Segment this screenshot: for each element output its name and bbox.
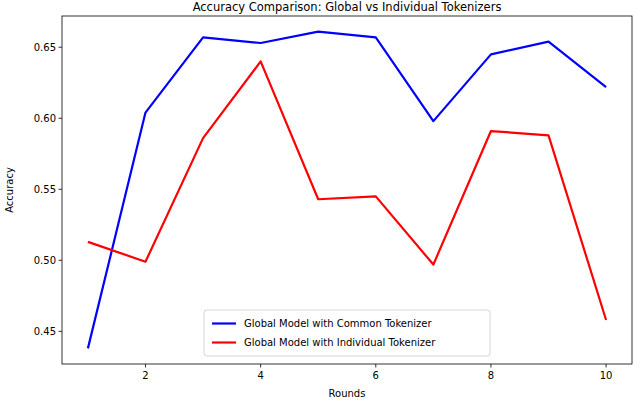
x-tick-label: 2	[142, 370, 148, 381]
series-group	[88, 32, 606, 349]
legend-label: Global Model with Individual Tokenizer	[244, 337, 436, 348]
y-tick	[59, 260, 63, 261]
x-tick-label: 10	[600, 370, 613, 381]
y-axis-label: Accuracy	[4, 167, 15, 213]
x-tick-label: 4	[257, 370, 263, 381]
x-tick	[260, 364, 261, 368]
y-tick-label: 0.55	[34, 184, 56, 195]
y-tick	[59, 331, 63, 332]
x-tick	[145, 364, 146, 368]
page: {"chart_data": {"type": "line", "title":…	[0, 0, 640, 402]
series-line	[88, 61, 606, 320]
y-tick	[59, 118, 63, 119]
plot-frame	[62, 16, 632, 364]
y-tick-label: 0.50	[34, 255, 56, 266]
legend-swatch	[212, 322, 236, 324]
legend-label: Global Model with Common Tokenizer	[244, 318, 433, 329]
y-tick-label: 0.65	[34, 42, 56, 53]
chart: Accuracy Comparison: Global vs Individua…	[0, 0, 640, 402]
x-tick	[490, 364, 491, 368]
legend-swatch	[212, 341, 236, 343]
y-tick	[59, 47, 63, 48]
legend-box	[204, 310, 490, 356]
x-tick-label: 8	[488, 370, 494, 381]
x-axis-label: Rounds	[329, 388, 366, 399]
series-line	[88, 32, 606, 349]
title: Accuracy Comparison: Global vs Individua…	[193, 0, 502, 14]
x-tick-label: 6	[373, 370, 379, 381]
legend: Global Model with Common Tokenizer Global…	[204, 310, 490, 356]
y-tick-label: 0.45	[34, 326, 56, 337]
y-tick	[59, 189, 63, 190]
y-tick-label: 0.60	[34, 113, 56, 124]
x-tick	[375, 364, 376, 368]
x-tick	[606, 364, 607, 368]
